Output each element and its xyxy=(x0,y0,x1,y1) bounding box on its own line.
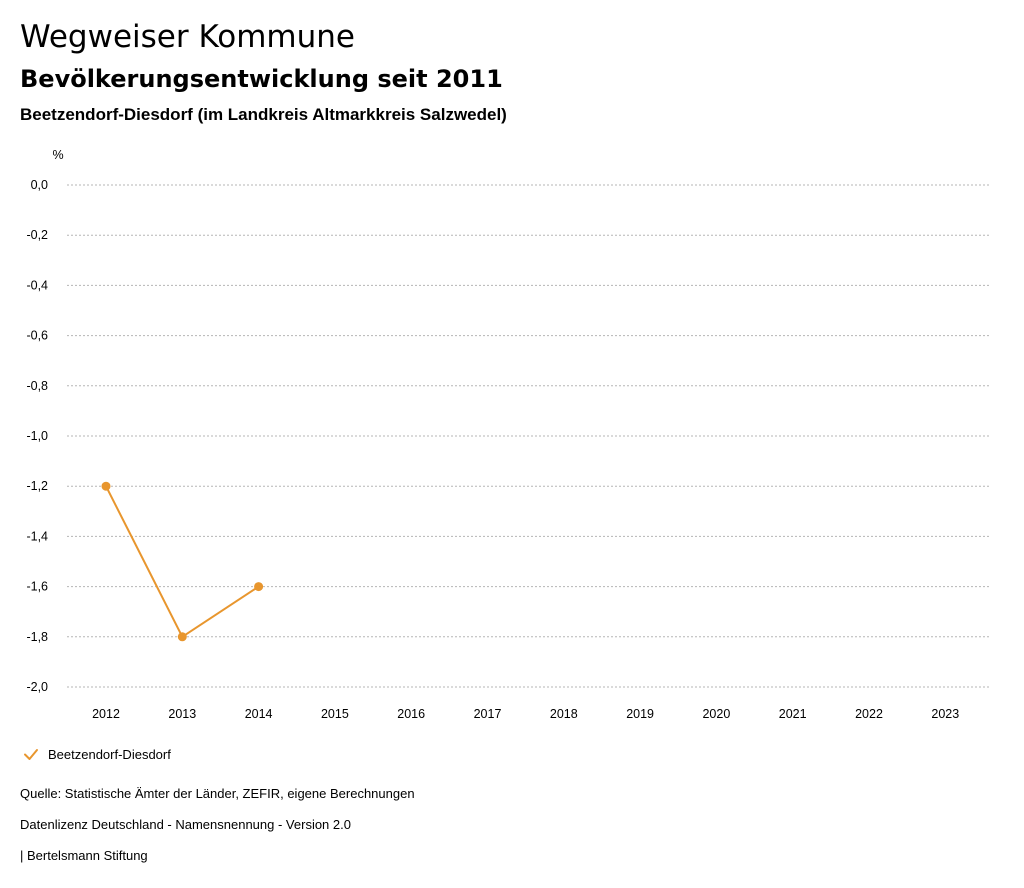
data-point[interactable] xyxy=(101,481,111,491)
source-note: Quelle: Statistische Ämter der Länder, Z… xyxy=(20,786,415,801)
y-tick-label: -0,2 xyxy=(26,228,48,242)
legend-label[interactable]: Beetzendorf-Diesdorf xyxy=(48,746,171,762)
x-tick-label: 2016 xyxy=(397,707,425,721)
x-axis-ticks: 2012 2013 2014 2015 2016 2017 2018 2019 2020 2021… xyxy=(92,707,959,721)
series-line xyxy=(105,485,260,638)
y-tick-label: -2,0 xyxy=(26,680,48,694)
series-layer xyxy=(101,481,264,642)
y-tick-label: -0,4 xyxy=(26,278,48,292)
y-tick-label: -1,4 xyxy=(26,529,48,543)
page-title: Wegweiser Kommune xyxy=(20,19,355,55)
y-tick-label: -1,8 xyxy=(26,630,48,644)
x-tick-label: 2020 xyxy=(702,707,730,721)
y-tick-label: -0,6 xyxy=(26,329,48,343)
legend-check-icon[interactable] xyxy=(22,745,40,763)
x-tick-label: 2019 xyxy=(626,707,654,721)
chart-subtitle: Bevölkerungsentwicklung seit 2011 xyxy=(20,65,503,93)
x-tick-label: 2012 xyxy=(92,707,120,721)
legend: Beetzendorf-Diesdorf xyxy=(22,744,171,764)
x-tick-label: 2023 xyxy=(931,707,959,721)
x-tick-label: 2017 xyxy=(474,707,502,721)
y-tick-label: -1,6 xyxy=(26,580,48,594)
publisher-note: | Bertelsmann Stiftung xyxy=(20,848,148,863)
data-point[interactable] xyxy=(254,582,264,592)
x-tick-label: 2015 xyxy=(321,707,349,721)
y-axis-ticks: 0,0 -0,2 -0,4 -0,6 -0,8 -1,0 -1,2 -1,4 -1,6 -1,8 -… xyxy=(26,178,48,694)
line-chart: % 0,0 -0,2 -0,4 -0,6 -0,8 -1,0 -1,2 -1,4 -1,6 -1,… xyxy=(26,148,990,721)
x-tick-label: 2022 xyxy=(855,707,883,721)
x-tick-label: 2018 xyxy=(550,707,578,721)
region-title: Beetzendorf-Diesdorf (im Landkreis Altma… xyxy=(20,105,507,124)
y-tick-label: -1,2 xyxy=(26,479,48,493)
y-tick-label: 0,0 xyxy=(31,178,48,192)
x-tick-label: 2014 xyxy=(245,707,273,721)
y-axis-unit-label: % xyxy=(52,148,63,162)
x-tick-label: 2021 xyxy=(779,707,807,721)
x-tick-label: 2013 xyxy=(168,707,196,721)
y-tick-label: -1,0 xyxy=(26,429,48,443)
license-note: Datenlizenz Deutschland - Namensnennung … xyxy=(20,817,351,832)
y-tick-label: -0,8 xyxy=(26,379,48,393)
gridlines xyxy=(67,184,990,688)
data-point[interactable] xyxy=(177,632,187,642)
